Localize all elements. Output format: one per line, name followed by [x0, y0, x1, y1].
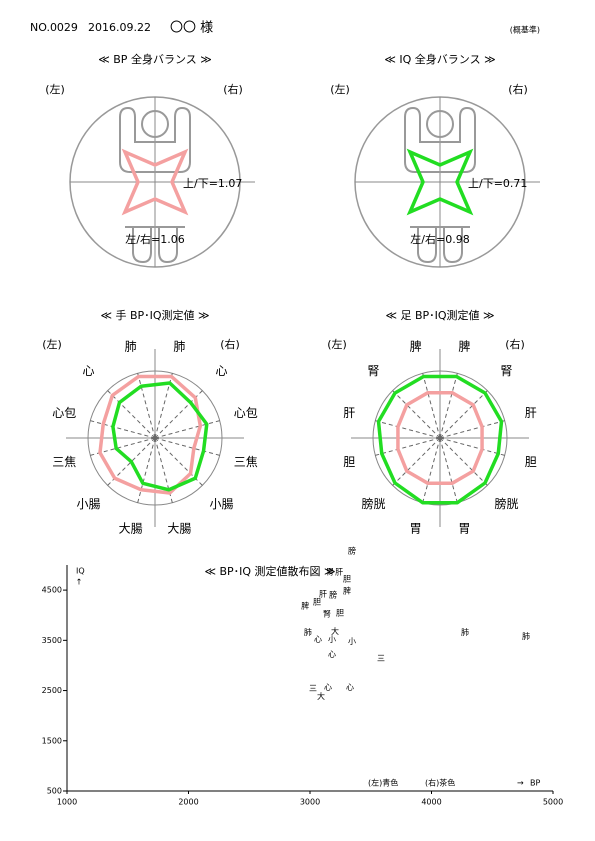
right-label: (右) — [220, 337, 240, 351]
category-label: 肺 — [125, 340, 137, 354]
legend-entry: (右)茶色 — [425, 778, 455, 788]
point-label: 肺 — [522, 632, 530, 641]
category-label: 腎 — [368, 364, 380, 378]
panel-title: ≪ IQ 全身バランス ≫ — [384, 52, 495, 66]
radar-line — [111, 381, 209, 492]
chart-title: ≪ BP･IQ 測定値散布図 ≫ — [204, 564, 335, 578]
point-label: 胆 — [313, 598, 321, 607]
left-label: (左) — [330, 83, 350, 96]
point-label: 小 — [328, 635, 336, 644]
x-tick-label: 2000 — [178, 798, 198, 807]
right-label: (右) — [505, 337, 525, 351]
point-label: 心 — [328, 650, 336, 659]
point-label: 小 — [348, 637, 356, 646]
point-label: 胆 — [336, 609, 344, 618]
category-label: 心 — [215, 364, 227, 378]
x-axis-label: BP — [530, 779, 540, 788]
x-tick-label: 5000 — [543, 798, 563, 807]
category-label: 胃 — [458, 521, 470, 535]
point-label: 心 — [324, 683, 332, 692]
category-label: 大腸 — [119, 521, 143, 535]
category-label: 心包 — [52, 406, 76, 420]
point-label: 胃 — [326, 568, 334, 577]
ratio-label: 上/下=0.71 — [468, 177, 527, 190]
body-head — [141, 110, 169, 138]
category-label: 心 — [83, 364, 95, 378]
ratio-label: 上/下=1.07 — [183, 177, 242, 190]
body-legs — [125, 226, 185, 264]
category-label: 三焦 — [234, 455, 258, 469]
report-date: 2016.09.22 — [88, 21, 151, 34]
category-label: 肺 — [173, 340, 185, 354]
balance-star — [406, 148, 474, 216]
point-label: 大 — [317, 691, 325, 701]
y-tick-label: 3500 — [42, 636, 62, 645]
note: (概基準) — [510, 25, 540, 35]
point-label: 腎 — [323, 610, 331, 619]
panel-title: ≪ 手 BP･IQ測定値 ≫ — [100, 308, 209, 322]
y-tick-label: 1500 — [42, 736, 62, 745]
balance-star — [121, 148, 189, 216]
ratio-label: 左/右=1.06 — [125, 232, 184, 246]
point-label: 脾 — [301, 601, 309, 611]
left-label: (左) — [42, 338, 62, 351]
client-name: 〇〇 様 — [170, 21, 213, 36]
x-tick-label: 3000 — [300, 798, 320, 807]
category-label: 三焦 — [52, 455, 76, 469]
radar-line — [98, 374, 203, 495]
category-label: 胆 — [343, 455, 355, 469]
point-label: 胆 — [343, 575, 351, 584]
category-label: 小腸 — [209, 497, 233, 511]
radar-line — [396, 390, 484, 486]
right-label: (右) — [223, 82, 243, 96]
point-label: 心 — [346, 683, 354, 692]
category-label: 胆 — [525, 455, 537, 469]
x-arrow: → — [517, 779, 524, 788]
y-tick-label: 500 — [47, 787, 62, 796]
point-label: 心 — [314, 635, 322, 644]
point-label: 脾 — [343, 586, 351, 596]
point-label: 肺 — [461, 628, 469, 637]
body-head — [426, 110, 454, 138]
radar-line — [376, 374, 504, 505]
ratio-label: 左/右=0.98 — [410, 232, 469, 246]
body-torso — [119, 106, 191, 173]
body-torso — [404, 106, 476, 173]
category-label: 小腸 — [77, 497, 101, 511]
category-label: 肝 — [525, 406, 537, 420]
category-label: 膀胱 — [362, 496, 386, 511]
point-label: 三 — [309, 684, 317, 693]
point-label: 大 — [331, 626, 339, 636]
category-label: 肝 — [343, 406, 355, 420]
category-label: 腎 — [500, 364, 512, 378]
point-label: 肝 — [335, 568, 343, 577]
body-legs — [410, 226, 470, 264]
report-number: NO.0029 — [30, 21, 78, 34]
point-label: 肝 — [319, 590, 327, 599]
y-tick-label: 2500 — [42, 686, 62, 695]
point-label: 肺 — [304, 628, 312, 637]
point-label: 膀 — [329, 590, 337, 600]
x-tick-label: 1000 — [57, 798, 77, 807]
legend-entry: (左)青色 — [368, 778, 398, 788]
category-label: 大腸 — [167, 521, 191, 535]
y-arrow: ↑ — [76, 578, 83, 587]
y-tick-label: 4500 — [42, 586, 62, 595]
category-label: 心包 — [234, 406, 258, 420]
panel-title: ≪ 足 BP･IQ測定値 ≫ — [385, 308, 494, 322]
left-label: (左) — [327, 338, 347, 351]
category-label: 胃 — [410, 521, 422, 535]
category-label: 脾 — [410, 339, 422, 354]
left-label: (左) — [45, 83, 65, 96]
category-label: 膀胱 — [494, 496, 518, 511]
y-axis-label: IQ — [76, 567, 85, 576]
panel-title: ≪ BP 全身バランス ≫ — [98, 52, 211, 66]
right-label: (右) — [508, 82, 528, 96]
point-label: 三 — [377, 654, 385, 663]
point-label: 膀 — [348, 545, 356, 555]
category-label: 脾 — [458, 339, 470, 354]
x-tick-label: 4000 — [421, 798, 441, 807]
